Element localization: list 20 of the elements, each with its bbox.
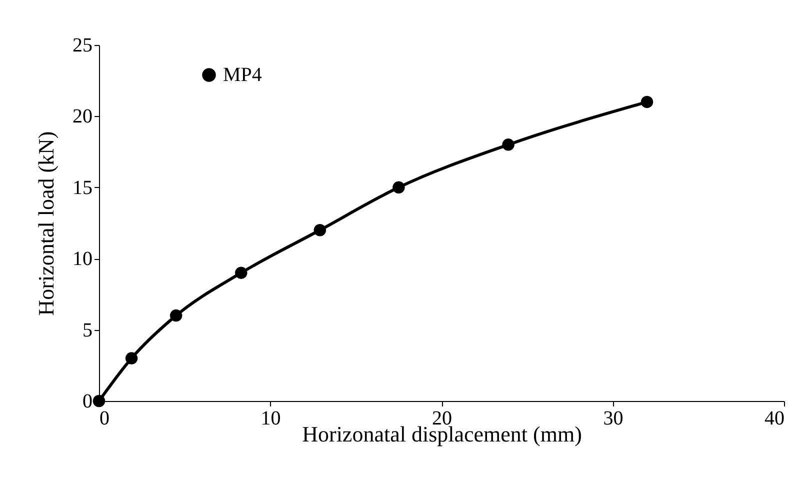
- point: [640, 96, 654, 108]
- point: [125, 352, 138, 364]
- y-tick-label: 15: [72, 176, 92, 199]
- point: [392, 181, 405, 194]
- y-axis-title: Horizontal load (kN): [34, 131, 58, 316]
- x-tick-label: 30: [603, 408, 624, 430]
- y-tick-label: 0: [82, 390, 92, 412]
- y-tick-label: 25: [72, 34, 92, 56]
- point: [502, 138, 514, 151]
- y-tick-label: 5: [82, 319, 92, 342]
- point: [92, 394, 106, 408]
- y-tick-label: 20: [72, 106, 92, 128]
- x-tick-label: 0: [100, 408, 110, 430]
- y-tick-label: 10: [72, 248, 92, 270]
- x-tick-label: 10: [260, 408, 281, 430]
- point: [170, 309, 182, 322]
- x-tick-label: 40: [764, 408, 784, 430]
- point: [235, 266, 248, 279]
- legend-label: MP4: [223, 64, 262, 86]
- point: [314, 224, 326, 236]
